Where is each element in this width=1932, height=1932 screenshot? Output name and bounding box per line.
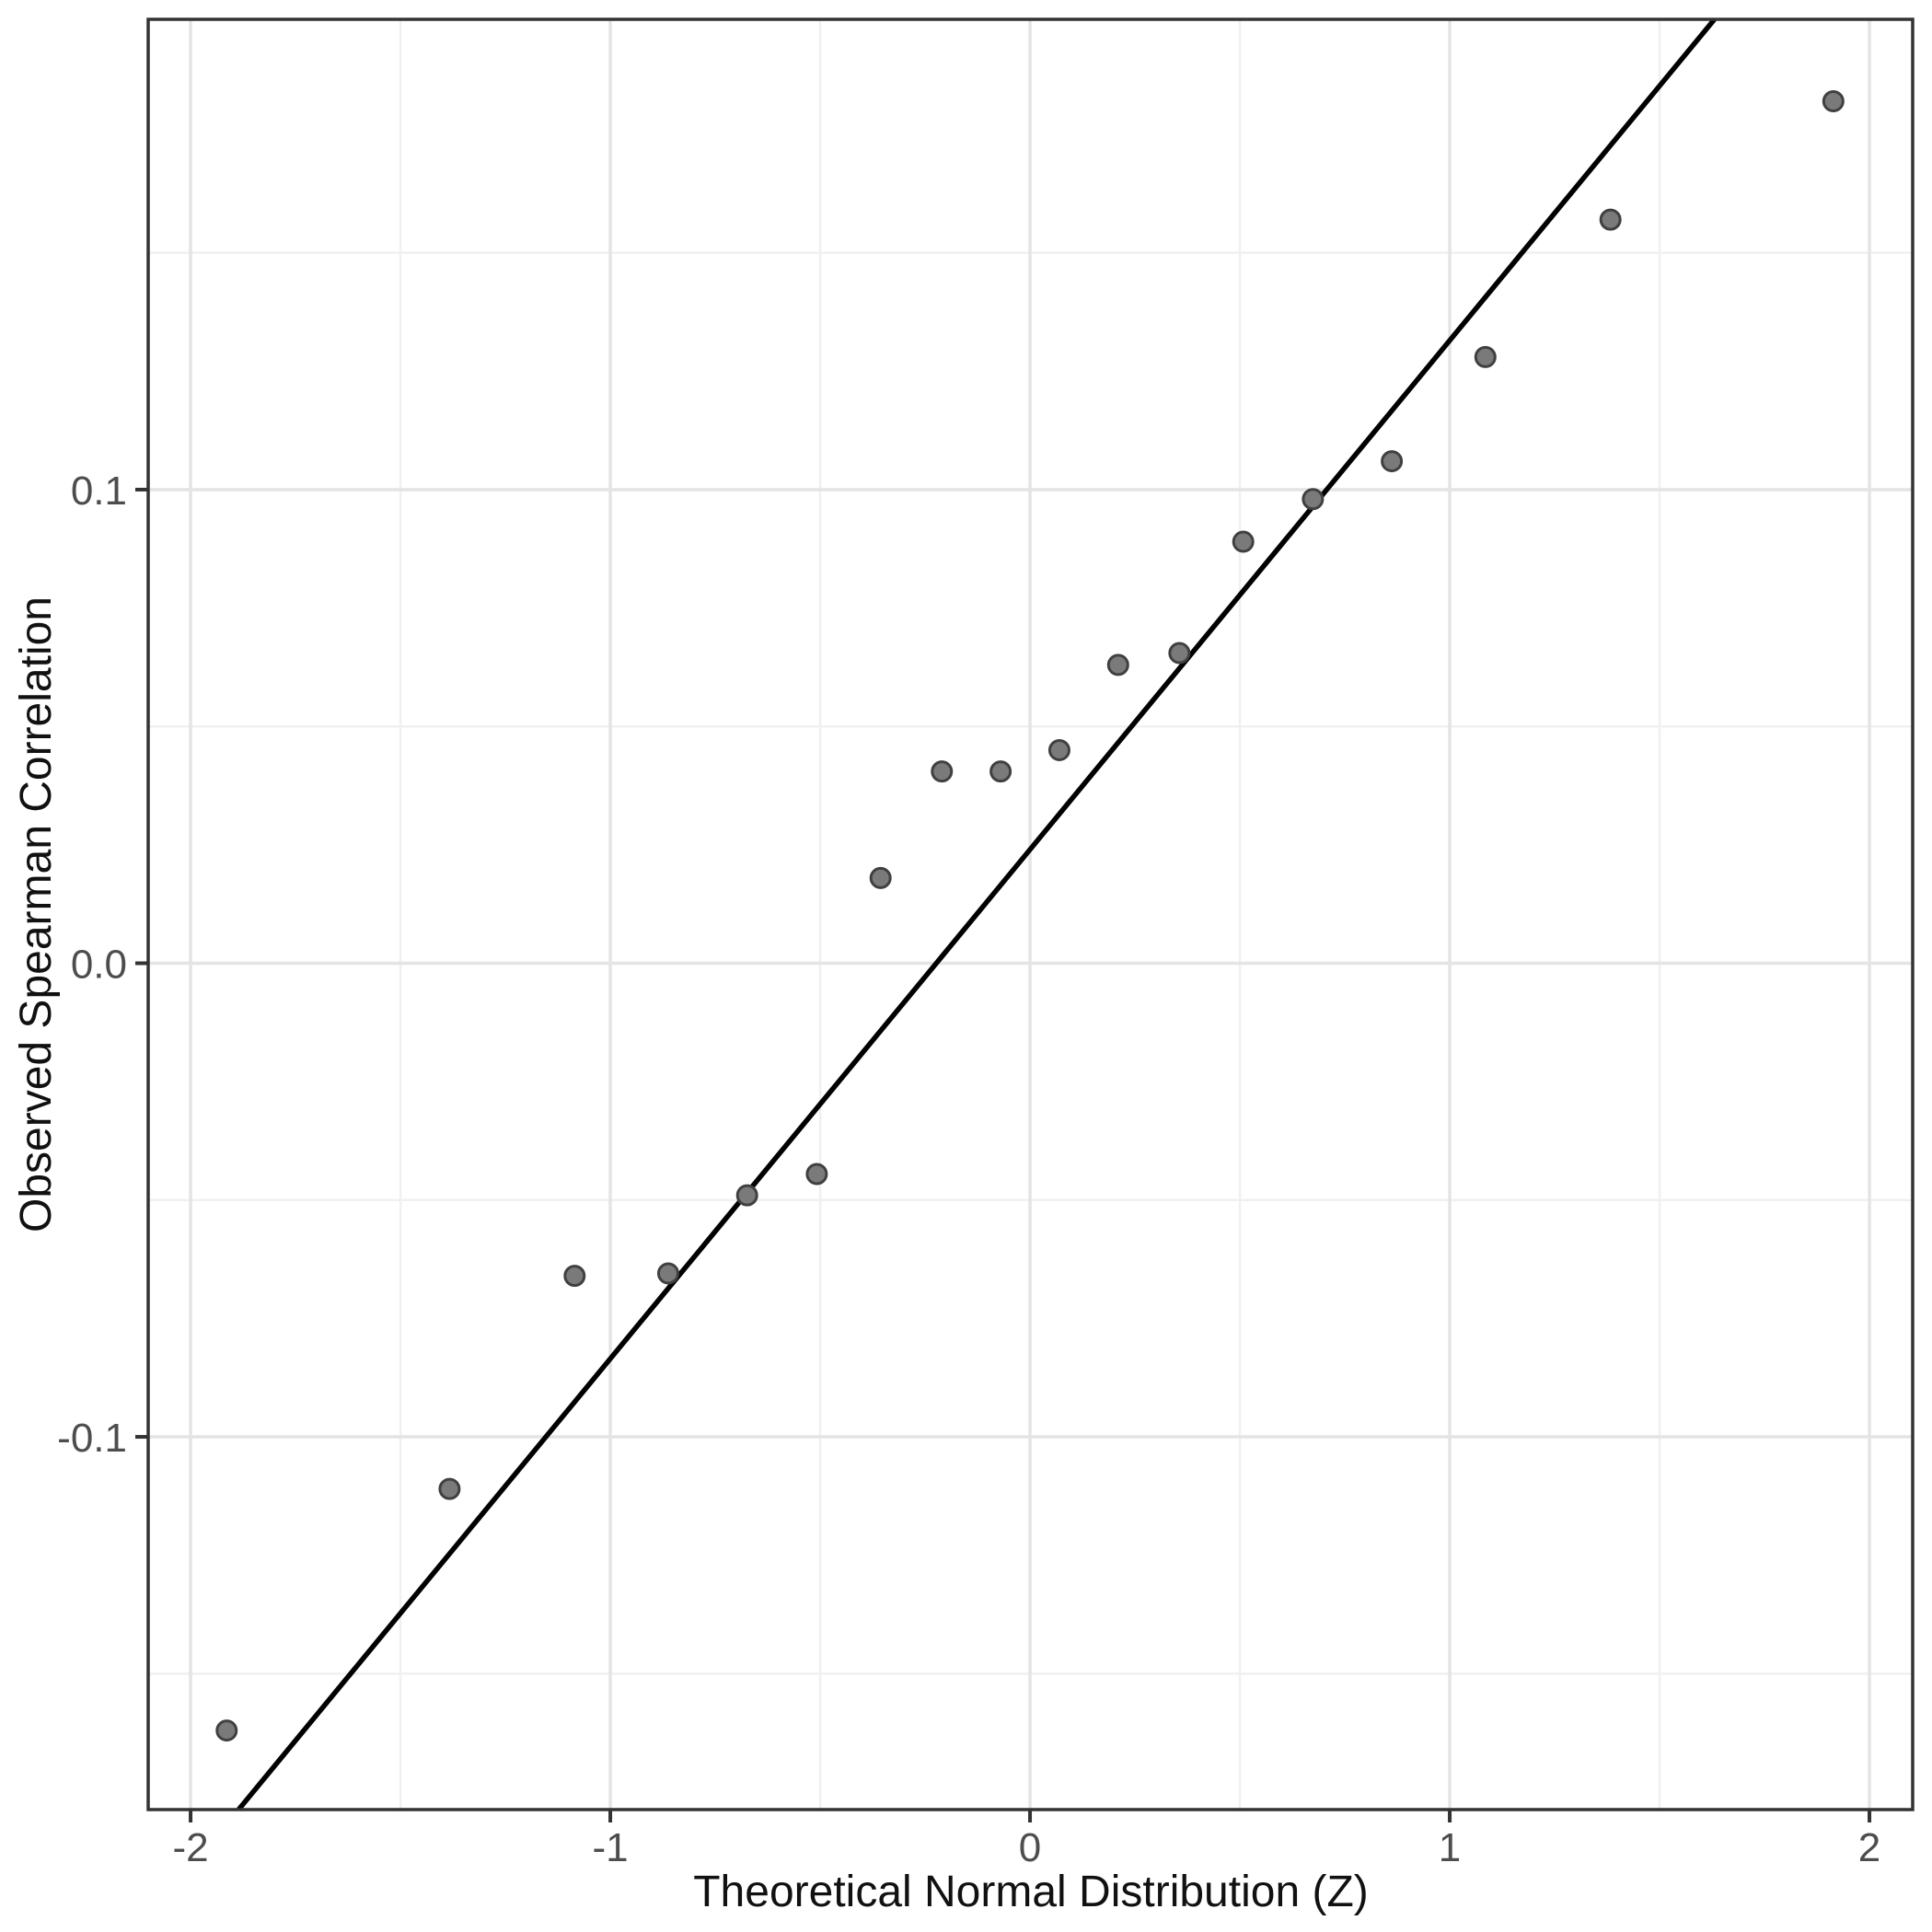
- data-point: [1232, 530, 1255, 553]
- data-point: [989, 760, 1012, 783]
- data-point: [438, 1477, 461, 1500]
- data-point: [1106, 654, 1129, 677]
- y-tick-label: 0.1: [71, 469, 127, 514]
- y-tick-label: 0.0: [71, 942, 127, 987]
- data-point: [1822, 90, 1845, 113]
- data-point: [563, 1265, 586, 1288]
- y-tick-label: -0.1: [57, 1416, 127, 1461]
- x-axis-title: Theoretical Normal Distribution (Z): [693, 1868, 1369, 1916]
- data-point: [1599, 208, 1622, 231]
- y-axis-title: Observed Spearman Correlation: [12, 596, 61, 1233]
- data-point: [869, 866, 892, 889]
- x-tick-label: 0: [1019, 1825, 1041, 1870]
- data-point: [1047, 738, 1070, 761]
- qq-reference-line: [237, 17, 1717, 1811]
- data-point: [215, 1719, 238, 1742]
- data-point: [735, 1184, 758, 1207]
- data-point: [1474, 345, 1497, 368]
- data-point: [656, 1262, 679, 1285]
- data-point: [1168, 642, 1191, 665]
- x-tick-label: -1: [592, 1825, 628, 1870]
- data-point: [1301, 488, 1325, 511]
- x-tick-label: 1: [1439, 1825, 1461, 1870]
- data-point: [931, 760, 954, 783]
- x-tick-label: 2: [1858, 1825, 1880, 1870]
- data-point: [1381, 450, 1404, 473]
- x-tick-label: -2: [172, 1825, 208, 1870]
- y-axis-title-box: Observed Spearman Correlation: [11, 19, 63, 1810]
- data-point: [805, 1163, 828, 1186]
